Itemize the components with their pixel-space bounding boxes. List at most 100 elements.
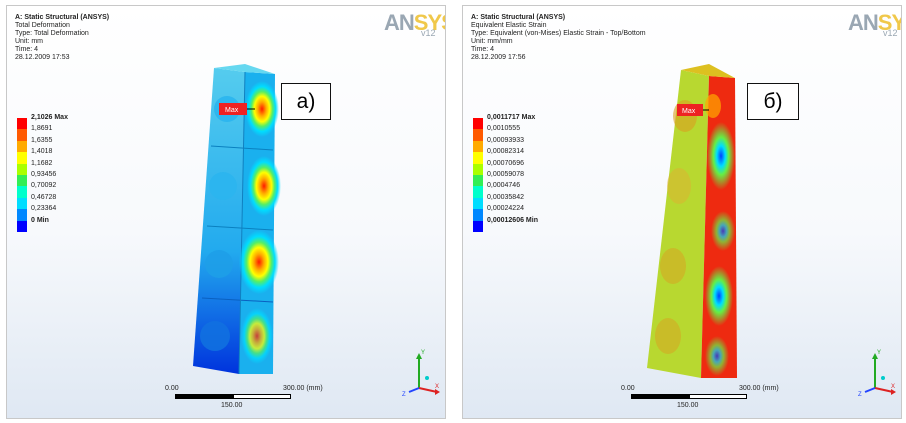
result-time: Time: 4: [471, 46, 495, 54]
legend-swatch: [473, 163, 483, 175]
viewport-total-deformation[interactable]: Max A: Static Structural (ANSYS) Total D…: [6, 5, 446, 419]
legend-swatch: [473, 220, 483, 232]
max-marker: [677, 104, 703, 116]
result-info: A: Static Structural (ANSYS) Equivalent …: [471, 14, 646, 63]
legend-label: 0,23364: [31, 205, 57, 213]
svg-text:Max: Max: [225, 107, 239, 114]
analysis-title: A: Static Structural (ANSYS): [15, 14, 110, 21]
legend-entry: 1,4018: [17, 148, 157, 164]
scale-segment-dark: [175, 394, 233, 399]
legend-entry: 0,93456: [17, 171, 157, 187]
legend-swatch: [473, 197, 483, 210]
scale-mid-label: 150.00: [221, 402, 243, 409]
analysis-title: A: Static Structural (ANSYS): [471, 14, 566, 21]
legend-label: 0,70092: [31, 182, 57, 190]
legend-label: 0,00070696: [487, 159, 524, 167]
legend-entry: 0,00059078: [473, 171, 613, 187]
scale-segment-light: [689, 394, 747, 399]
figure-label-a: a): [281, 83, 331, 120]
result-info: A: Static Structural (ANSYS) Total Defor…: [15, 14, 109, 63]
legend-swatch: [473, 140, 483, 153]
svg-text:Y: Y: [421, 350, 425, 356]
ansys-logo: ANSYS: [384, 10, 445, 35]
legend-entry: 0,0010555: [473, 125, 613, 141]
svg-text:X: X: [891, 384, 895, 390]
legend-swatch: [473, 129, 483, 141]
strain-model: Max: [647, 64, 737, 378]
result-unit: Unit: mm/mm: [471, 38, 513, 46]
legend-swatch: [17, 129, 27, 141]
legend-entry: 1,8691: [17, 125, 157, 141]
scale-segment-light: [233, 394, 291, 399]
legend-label: 0,00059078: [487, 170, 524, 178]
result-name: Equivalent Elastic Strain: [471, 22, 547, 30]
legend-label: 0,0010555: [487, 125, 521, 133]
legend-entry: 0,00070696: [473, 160, 613, 175]
legend-entry: 1,1682: [17, 160, 157, 175]
legend-entry: 0,0004746: [473, 182, 613, 198]
scale-left-label: 0.00: [165, 385, 179, 392]
scale-right-label: 300.00 (mm): [283, 385, 323, 392]
result-type: Type: Equivalent (von-Mises) Elastic Str…: [471, 30, 646, 38]
svg-text:Max: Max: [682, 108, 696, 115]
ansys-logo: ANSYS: [848, 10, 901, 35]
legend-label: 1,4018: [31, 148, 53, 156]
ansys-version: v12: [421, 28, 436, 38]
legend-label: 0,46728: [31, 193, 57, 201]
legend-label: 2,1026 Max: [31, 114, 68, 121]
svg-text:Z: Z: [402, 392, 406, 398]
svg-text:Z: Z: [858, 392, 862, 398]
ansys-version: v12: [883, 28, 898, 38]
result-date: 28.12.2009 17:53: [15, 54, 70, 62]
svg-text:Y: Y: [877, 350, 881, 356]
color-legend: 2,1026 Max 1,8691 1,6355 1,4018 1,1682 0,9345…: [17, 114, 157, 232]
legend-entry: 0,46728: [17, 194, 157, 210]
legend-label: 0,00082314: [487, 148, 524, 156]
legend-swatch: [17, 186, 27, 198]
legend-label: 1,6355: [31, 136, 53, 144]
legend-swatch: [17, 163, 27, 175]
legend-swatch: [473, 174, 483, 187]
legend-swatch: [473, 152, 483, 164]
legend-entry: 0,00035842: [473, 194, 613, 210]
legend-entry: 2,1026 Max: [17, 114, 157, 130]
legend-label: 0,00093933: [487, 136, 524, 144]
legend-swatch: [473, 118, 483, 130]
legend-swatch: [17, 152, 27, 164]
legend-entry: 0,23364: [17, 205, 157, 221]
axis-triad: Y Z X: [402, 350, 440, 398]
legend-swatch: [17, 140, 27, 153]
result-date: 28.12.2009 17:56: [471, 54, 526, 62]
legend-entry: 0,00024224: [473, 205, 613, 221]
legend-label: 0,0011717 Max: [487, 114, 536, 121]
legend-label: 0,00012606 Min: [487, 216, 538, 224]
deformation-model: Max: [193, 64, 281, 375]
scale-right-label: 300.00 (mm): [739, 385, 779, 392]
max-marker: [219, 103, 247, 115]
legend-swatch: [17, 209, 27, 221]
axis-triad: Y Z X: [858, 350, 896, 398]
scale-mid-label: 150.00: [677, 402, 699, 409]
legend-entry: 0 Min: [17, 217, 157, 232]
legend-entry: 0,0011717 Max: [473, 114, 613, 130]
color-legend: 0,0011717 Max 0,0010555 0,00093933 0,000823…: [473, 114, 613, 232]
legend-label: 1,1682: [31, 159, 53, 167]
result-type: Type: Total Deformation: [15, 30, 89, 38]
legend-swatch: [17, 174, 27, 187]
result-time: Time: 4: [15, 46, 39, 54]
legend-entry: 1,6355: [17, 137, 157, 153]
legend-entry: 0,00093933: [473, 137, 613, 153]
legend-swatch: [17, 220, 27, 232]
legend-swatch: [17, 118, 27, 130]
figure-label-b: б): [747, 83, 799, 120]
legend-label: 1,8691: [31, 125, 53, 133]
legend-swatch: [473, 209, 483, 221]
legend-label: 0,00035842: [487, 193, 524, 201]
scale-left-label: 0.00: [621, 385, 635, 392]
legend-entry: 0,00012606 Min: [473, 217, 613, 232]
legend-label: 0 Min: [31, 216, 49, 224]
legend-label: 0,93456: [31, 170, 57, 178]
legend-label: 0,0004746: [487, 182, 521, 190]
svg-text:X: X: [435, 384, 439, 390]
viewport-elastic-strain[interactable]: Max A: Static Structural (ANSYS) Equival…: [462, 5, 902, 419]
